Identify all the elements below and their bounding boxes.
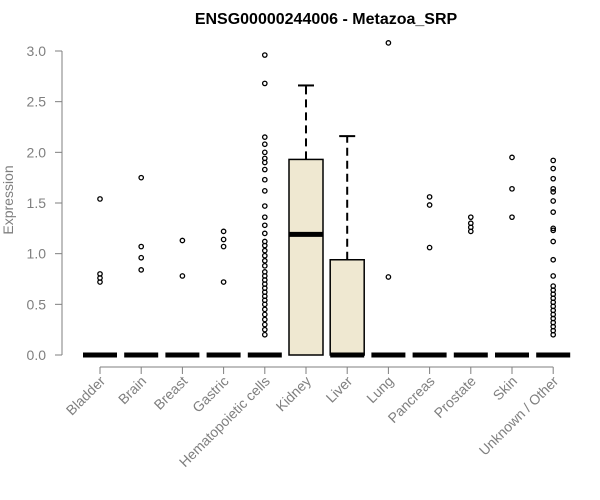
box-group: [206, 228, 241, 358]
x-tick-label: Liver: [323, 373, 356, 406]
outlier-point: [220, 243, 227, 250]
box-group: [124, 174, 159, 358]
box-group: [412, 194, 447, 358]
outlier-point: [509, 154, 515, 161]
y-axis-label: Expression: [0, 165, 16, 234]
outlier-point: [426, 244, 433, 251]
box-group: [329, 135, 365, 358]
box-group: [288, 84, 324, 356]
outlier-point: [426, 194, 433, 200]
outlier-point: [385, 274, 392, 280]
outlier-point: [550, 175, 557, 182]
outlier-point: [261, 331, 268, 338]
outlier-point: [261, 52, 268, 58]
outlier-point: [138, 243, 145, 250]
x-tick-label: Brain: [115, 373, 149, 407]
y-tick-label: 0.5: [27, 296, 47, 312]
outlier-point: [261, 257, 268, 264]
chart-title: ENSG00000244006 - Metazoa_SRP: [195, 11, 458, 28]
box-group: [453, 214, 488, 358]
y-axis: 0.0 0.5 1.0 1.5 2.0 2.5 3.0: [27, 43, 63, 363]
outlier-point: [550, 157, 557, 164]
box-group: [495, 154, 529, 358]
x-tick-label: Bladder: [63, 373, 109, 419]
box-group: [536, 157, 571, 358]
outlier-point: [261, 316, 268, 323]
outlier-point: [138, 267, 145, 273]
outlier-point: [261, 214, 268, 221]
outlier-point: [261, 301, 268, 308]
outlier-point: [261, 187, 268, 194]
box-group: [83, 196, 117, 358]
outlier-point: [220, 279, 227, 285]
y-tick-label: 3.0: [27, 43, 47, 59]
outlier-point: [261, 262, 268, 269]
outlier-point: [467, 228, 474, 235]
outlier-point: [261, 166, 268, 173]
y-tick-label: 1.0: [27, 246, 47, 262]
outlier-point: [426, 202, 433, 208]
box-group: [371, 40, 406, 358]
x-tick-label: Lung: [363, 373, 396, 406]
outlier-point: [261, 242, 268, 249]
y-tick-label: 0.0: [27, 347, 47, 363]
outlier-point: [261, 306, 268, 313]
outlier-point: [385, 40, 392, 46]
outlier-point: [261, 134, 268, 140]
outlier-point: [97, 279, 103, 285]
y-tick-label: 2.0: [27, 144, 47, 160]
x-tick-label: Breast: [151, 373, 191, 413]
outlier-point: [220, 228, 227, 235]
outlier-point: [138, 254, 145, 261]
outlier-point: [509, 214, 515, 221]
y-tick-label: 1.5: [27, 195, 47, 211]
outlier-point: [550, 225, 557, 232]
outlier-point: [261, 149, 268, 156]
outlier-point: [550, 273, 557, 279]
outlier-point: [261, 326, 268, 333]
x-tick-label: Skin: [490, 373, 521, 404]
outlier-point: [261, 321, 268, 328]
outlier-point: [220, 236, 227, 243]
outlier-point: [261, 230, 268, 237]
outlier-point: [261, 247, 268, 254]
box: [288, 158, 324, 356]
outlier-point: [138, 174, 145, 181]
outlier-point: [550, 198, 557, 204]
outlier-point: [550, 238, 557, 245]
x-tick-label: Prostate: [431, 373, 479, 421]
outlier-point: [467, 214, 474, 221]
x-tick-label: Kidney: [273, 373, 315, 415]
box-group: [165, 237, 200, 358]
outlier-point: [261, 252, 268, 259]
outlier-point: [179, 273, 186, 279]
outlier-point: [261, 176, 268, 183]
outlier-point: [550, 331, 557, 338]
y-tick-label: 2.5: [27, 94, 47, 110]
outlier-point: [261, 159, 268, 166]
box-group: [247, 52, 282, 358]
box-series: [83, 40, 571, 358]
outlier-point: [261, 203, 268, 209]
outlier-point: [550, 189, 557, 195]
outlier-point: [509, 185, 515, 192]
outlier-point: [261, 311, 268, 318]
outlier-point: [550, 227, 557, 234]
outlier-point: [550, 256, 557, 263]
outlier-point: [97, 196, 103, 202]
outlier-point: [550, 165, 557, 172]
outlier-point: [261, 80, 268, 87]
outlier-point: [550, 209, 557, 215]
outlier-point: [261, 222, 268, 229]
outlier-point: [179, 237, 186, 244]
box: [329, 258, 365, 356]
outlier-point: [550, 185, 557, 192]
outlier-point: [261, 141, 268, 148]
